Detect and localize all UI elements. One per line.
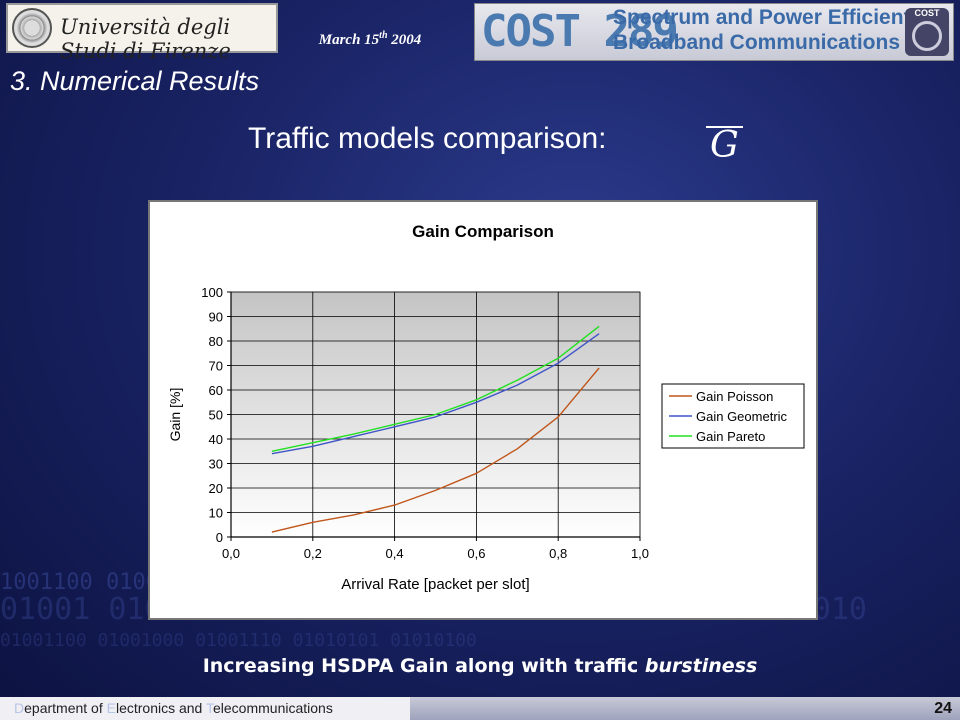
y-axis-label: Gain [%] — [167, 388, 183, 442]
x-tick-label: 0,6 — [467, 546, 485, 561]
cost-logo: COST 289 Spectrum and Power Efficient Br… — [474, 3, 954, 61]
series-line-gain-poisson — [271, 367, 600, 533]
x-tick-label: 0,8 — [549, 546, 567, 561]
presentation-date: March 15th 2004 — [300, 30, 440, 49]
slide-title: Traffic models comparison: — [248, 122, 607, 155]
x-tick-label: 0,0 — [222, 546, 240, 561]
cost-badge-icon: COST — [905, 8, 949, 56]
university-name: Università degli Studi di Firenze — [60, 15, 231, 63]
y-tick-label: 70 — [209, 359, 223, 374]
series-lines — [271, 325, 600, 533]
y-tick-label: 50 — [209, 408, 223, 423]
date-year: 2004 — [391, 32, 422, 48]
y-tick-label: 40 — [209, 432, 223, 447]
x-tick-label: 1,0 — [631, 546, 649, 561]
gain-chart: Gain Comparison 0 10 20 30 40 50 60 70 80 90 100 0,… — [150, 202, 816, 618]
cost-line-1: Spectrum and Power Efficient — [613, 6, 911, 29]
y-tick-label: 10 — [209, 506, 223, 521]
footer-bar: Department of Electronics and Telecommun… — [0, 697, 960, 720]
legend-label: Gain Pareto — [696, 429, 765, 444]
legend-label: Gain Geometric — [696, 409, 788, 424]
section-title: 3. Numerical Results — [10, 66, 260, 96]
dept-initial-t: T — [205, 700, 213, 716]
y-tick-label: 90 — [209, 310, 223, 325]
background-binary-pattern: 01001100 01001000 01001110 01010101 0101… — [0, 630, 477, 651]
dept-initial-e: E — [106, 700, 116, 716]
cost-number: COST 289 — [481, 6, 679, 57]
y-tick-label: 20 — [209, 481, 223, 496]
university-seal-icon — [12, 8, 52, 48]
page-number: 24 — [934, 700, 952, 717]
cost-badge-ring-icon — [912, 21, 942, 51]
university-logo: Università degli Studi di Firenze — [6, 3, 278, 63]
y-tick-label: 0 — [216, 530, 223, 545]
chart-title: Gain Comparison — [412, 222, 554, 241]
series-line-gain-pareto — [271, 325, 600, 452]
date-ordinal: th — [379, 30, 388, 41]
dept-text-1: epartment of — [24, 700, 107, 716]
caption-emphasis: burstiness — [644, 655, 758, 677]
series-line-gain-geometric — [271, 333, 600, 455]
chart-legend: Gain Poisson Gain Geometric Gain Pareto — [661, 383, 805, 449]
y-tick-label: 30 — [209, 457, 223, 472]
caption-text: Increasing HSDPA Gain along with traffic — [202, 655, 645, 677]
axes: 0 10 20 30 40 50 60 70 80 90 100 0,0 0,2 0,4 0,6 0,8 1,0 — [201, 285, 649, 561]
legend-label: Gain Poisson — [696, 389, 773, 404]
g-bar-symbol: G — [706, 126, 743, 164]
y-tick-label: 100 — [201, 285, 223, 300]
x-axis-label: Arrival Rate [packet per slot] — [341, 576, 529, 593]
cost-line-2: Broadband Communications — [613, 31, 901, 54]
chart-frame: Gain Comparison 0 10 20 30 40 50 60 70 80 90 100 0,… — [148, 200, 818, 620]
slide-caption: Increasing HSDPA Gain along with traffic… — [0, 655, 960, 677]
x-tick-label: 0,4 — [386, 546, 404, 561]
date-month-day: March 15 — [318, 32, 380, 48]
y-tick-label: 80 — [209, 334, 223, 349]
cost-badge-label: COST — [914, 8, 940, 18]
department-name: Department of Electronics and Telecommun… — [0, 697, 410, 720]
dept-text-3: elecommunications — [212, 700, 333, 716]
x-tick-label: 0,2 — [304, 546, 322, 561]
dept-text-2: lectronics and — [115, 700, 206, 716]
dept-initial-d: D — [14, 700, 25, 716]
y-tick-label: 60 — [209, 383, 223, 398]
